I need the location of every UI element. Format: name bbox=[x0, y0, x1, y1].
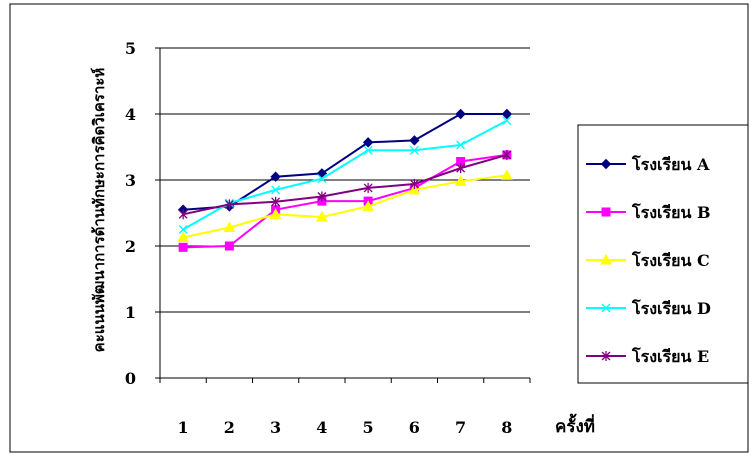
y-axis-label: คะแนนพัฒนาการด้านทักษะการคิดวิเคราะห์ bbox=[90, 68, 108, 353]
data-point bbox=[224, 199, 234, 210]
marker-stroke bbox=[317, 174, 327, 184]
data-point bbox=[271, 196, 281, 207]
legend-item: โรงเรียน A bbox=[586, 154, 710, 174]
data-point bbox=[409, 135, 420, 146]
legend-item: โรงเรียน C bbox=[586, 250, 710, 270]
marker-stroke bbox=[456, 140, 466, 150]
series-line bbox=[183, 153, 508, 249]
data-point bbox=[224, 241, 234, 251]
data-point bbox=[363, 182, 373, 193]
data-point bbox=[409, 145, 419, 155]
x-tick-label: 5 bbox=[363, 418, 374, 437]
series-line bbox=[182, 153, 508, 216]
y-tick-label: 1 bbox=[125, 303, 136, 322]
marker-stroke bbox=[409, 145, 419, 155]
data-point bbox=[363, 145, 373, 155]
y-tick-label: 4 bbox=[125, 105, 136, 124]
series-line bbox=[182, 174, 508, 239]
data-point bbox=[502, 116, 512, 126]
data-point bbox=[178, 209, 188, 220]
data-point bbox=[362, 137, 374, 148]
series-lines bbox=[177, 108, 513, 252]
marker-stroke bbox=[601, 303, 611, 313]
x-tick-label: 4 bbox=[316, 418, 327, 437]
legend-label: โรงเรียน D bbox=[631, 298, 711, 318]
data-point bbox=[223, 221, 236, 233]
data-point bbox=[454, 175, 467, 186]
data-point bbox=[317, 191, 327, 202]
legend-label: โรงเรียน E bbox=[631, 346, 709, 366]
y-tick-label: 0 bbox=[125, 369, 136, 388]
data-point bbox=[456, 140, 466, 150]
data-point bbox=[178, 242, 188, 252]
legend-item: โรงเรียน D bbox=[586, 298, 711, 318]
y-tick-label: 5 bbox=[125, 39, 136, 58]
y-tick-label: 3 bbox=[125, 171, 136, 190]
x-tick-label: 3 bbox=[270, 418, 281, 437]
series-e bbox=[178, 149, 512, 220]
data-point bbox=[502, 149, 512, 160]
data-point bbox=[316, 210, 328, 222]
series-c bbox=[177, 169, 513, 242]
series-line bbox=[182, 119, 508, 231]
x-tick-label: 2 bbox=[224, 418, 235, 437]
data-point bbox=[317, 174, 327, 184]
data-point bbox=[501, 169, 513, 180]
legend-label: โรงเรียน B bbox=[631, 202, 710, 222]
data-point bbox=[271, 185, 281, 195]
legend-swatch-marker bbox=[600, 253, 612, 265]
legend-label: โรงเรียน C bbox=[631, 250, 710, 270]
marker-stroke bbox=[363, 145, 373, 155]
x-axis-label: ครั้งที่ bbox=[555, 413, 595, 437]
axes: 0 1 2 3 4 5 1 2 3 4 5 6 7 8 bbox=[125, 39, 531, 437]
data-point bbox=[270, 171, 281, 182]
data-point bbox=[177, 231, 189, 242]
legend-item: โรงเรียน B bbox=[586, 202, 710, 222]
data-point bbox=[455, 108, 466, 120]
legend: โรงเรียน A โรงเรียน B โรงเรียน C โรงเรียน D… bbox=[577, 124, 749, 384]
data-point bbox=[178, 225, 188, 234]
marker-stroke bbox=[502, 116, 512, 126]
data-point bbox=[501, 108, 513, 120]
legend-swatch-marker bbox=[601, 303, 611, 313]
legend-swatch-marker bbox=[601, 351, 611, 361]
data-point bbox=[409, 178, 419, 189]
marker-stroke bbox=[271, 185, 281, 195]
legend-label: โรงเรียน A bbox=[631, 154, 710, 174]
series-d bbox=[178, 116, 512, 234]
x-tick-label: 7 bbox=[455, 418, 466, 437]
x-tick-label: 6 bbox=[409, 418, 420, 437]
data-point bbox=[408, 183, 421, 195]
marker-stroke bbox=[178, 225, 188, 234]
legend-swatch-marker bbox=[600, 158, 612, 170]
x-tick-label: 8 bbox=[501, 418, 512, 437]
x-tick-label: 1 bbox=[178, 418, 189, 437]
legend-item: โรงเรียน E bbox=[586, 346, 709, 366]
legend-swatch-marker bbox=[601, 207, 611, 217]
data-point bbox=[362, 200, 374, 211]
y-tick-label: 2 bbox=[125, 237, 136, 256]
data-point bbox=[456, 163, 466, 174]
data-point bbox=[269, 208, 282, 219]
